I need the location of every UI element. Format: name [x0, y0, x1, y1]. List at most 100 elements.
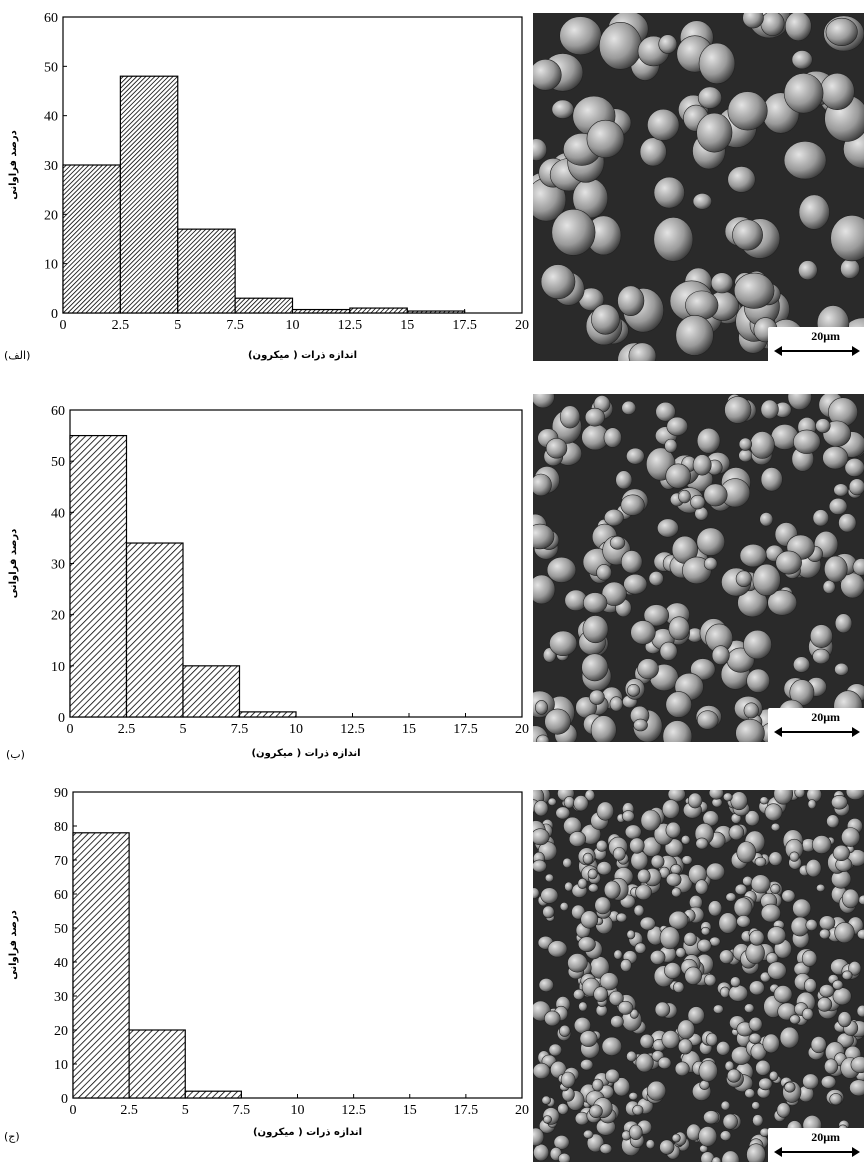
particle: [654, 1001, 671, 1018]
particle: [783, 73, 824, 114]
y-tick-label: 60: [44, 11, 58, 26]
particle: [824, 1058, 839, 1075]
particle: [621, 400, 637, 415]
particle: [819, 984, 835, 998]
scale-bar-label: 20μm: [811, 1130, 840, 1144]
particle: [623, 573, 648, 595]
particle: [768, 851, 783, 866]
panel-label: (ب): [6, 748, 25, 761]
particle: [629, 837, 645, 854]
x-tick-label: 12.5: [341, 1103, 366, 1118]
particle: [573, 795, 589, 812]
x-tick-label: 17.5: [453, 722, 478, 737]
particle: [815, 418, 831, 434]
particle: [635, 884, 652, 901]
particle: [533, 523, 555, 550]
particle: [793, 429, 821, 454]
x-tick-label: 2.5: [112, 318, 130, 333]
particle: [547, 940, 568, 958]
histogram-bar: [62, 164, 121, 314]
particle: [750, 1043, 767, 1061]
particle: [596, 861, 612, 876]
particle: [533, 800, 549, 817]
particle: [841, 827, 861, 847]
particle: [657, 518, 679, 538]
particle: [745, 942, 765, 964]
particle: [596, 801, 614, 821]
particle: [707, 900, 723, 917]
y-tick-label: 50: [54, 922, 68, 937]
particle: [637, 868, 651, 884]
particle: [580, 910, 599, 929]
histogram-bar: [119, 75, 179, 314]
particle: [773, 985, 793, 1004]
particle: [668, 910, 689, 930]
particle: [620, 550, 643, 574]
y-axis-label: درصد فراوانی: [8, 529, 19, 599]
particle: [639, 1033, 655, 1049]
particle: [805, 918, 818, 931]
particle: [533, 828, 550, 846]
particle: [748, 980, 765, 996]
particle: [671, 1133, 681, 1143]
particle: [837, 1011, 852, 1028]
x-tick-label: 2.5: [118, 722, 136, 737]
y-tick-label: 90: [54, 786, 68, 801]
particle: [545, 437, 568, 459]
histogram-panel-c: 0 2.5 5 7.5 10 12.5 15 17.5 20 0 10 20 30 40 50 60 70 80 9…: [0, 762, 864, 1162]
particle: [802, 1073, 819, 1090]
x-tick-label: 20: [515, 1103, 529, 1118]
particle: [613, 949, 623, 960]
particle: [593, 986, 609, 1002]
particle: [533, 887, 540, 899]
histogram-bar: [406, 310, 466, 314]
arrow-left-icon: [774, 727, 782, 737]
x-tick-label: 5: [180, 722, 187, 737]
particle: [703, 1110, 720, 1125]
particle: [589, 1104, 603, 1118]
particle: [700, 926, 711, 936]
particle: [533, 574, 556, 605]
y-tick-label: 40: [54, 956, 68, 971]
particle: [696, 112, 733, 153]
particle: [620, 958, 632, 972]
particle: [580, 1058, 594, 1071]
particle: [743, 702, 759, 719]
particle: [749, 431, 775, 459]
particle: [727, 1068, 741, 1083]
histogram-bar: [184, 1090, 242, 1099]
particle: [533, 138, 548, 161]
particle: [548, 1043, 563, 1057]
particle: [615, 470, 633, 490]
particle: [677, 1019, 695, 1040]
particle: [601, 581, 627, 606]
particle: [536, 734, 550, 742]
particle: [721, 1150, 740, 1162]
particle: [546, 556, 577, 583]
particle: [746, 668, 770, 693]
particle: [559, 16, 602, 56]
particle: [819, 72, 855, 111]
particle: [627, 683, 641, 697]
particle: [760, 467, 783, 492]
y-tick-label: 20: [51, 609, 65, 624]
arrow-left-icon: [774, 346, 782, 356]
particle: [824, 555, 848, 583]
particle: [720, 1100, 731, 1111]
particle: [604, 509, 624, 527]
particle: [661, 1030, 680, 1049]
particle: [578, 1001, 588, 1012]
x-tick-label: 15: [402, 722, 416, 737]
particle: [734, 883, 748, 896]
particle: [697, 86, 722, 109]
particle: [626, 447, 645, 465]
particle: [732, 219, 763, 251]
histogram-panel-a: 0 2.5 5 7.5 10 12.5 15 17.5 20 0 10 20 30 40 50 60 انداز…: [0, 0, 864, 381]
particle: [674, 1061, 690, 1077]
particle: [754, 856, 767, 867]
particle: [841, 970, 853, 981]
particle: [744, 1088, 756, 1099]
particle: [649, 950, 666, 965]
particle: [730, 791, 748, 811]
y-tick-label: 50: [51, 455, 65, 470]
